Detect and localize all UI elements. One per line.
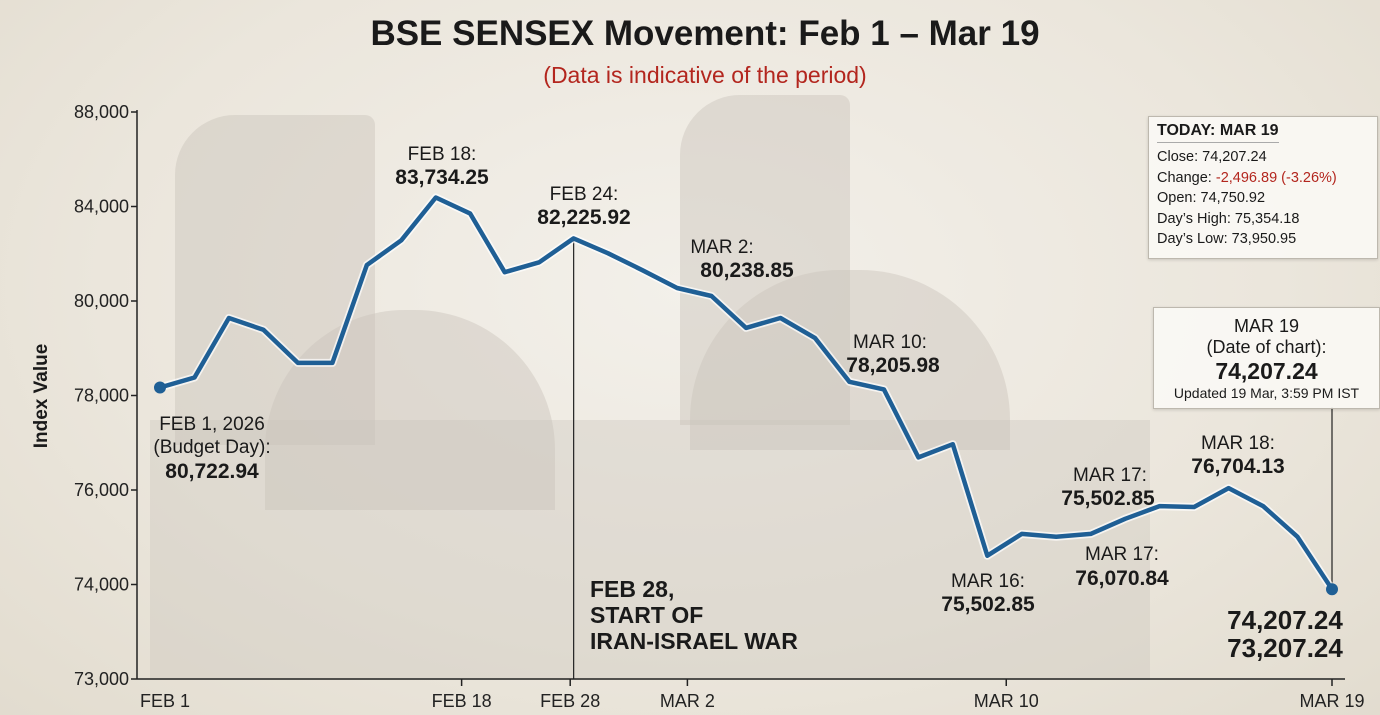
y-tick-label: 76,000 [74, 480, 129, 500]
war-annotation: FEB 28, START OF IRAN-ISRAEL WAR [590, 576, 798, 654]
today-heading: TODAY: MAR 19 [1157, 122, 1279, 143]
annotation-feb24-value: 82,225.92 [537, 206, 631, 229]
x-tick-label: FEB 1 [140, 691, 190, 711]
y-tick-label: 84,000 [74, 197, 129, 217]
chart-subtitle: (Data is indicative of the period) [543, 62, 867, 88]
annotation-mar18-date: MAR 18: [1201, 433, 1275, 454]
x-tick-label: FEB 18 [432, 691, 492, 711]
background-dome-left [265, 310, 555, 510]
annotation-mar17b-value: 76,070.84 [1075, 567, 1169, 590]
today-high: Day’s High: 75,354.18 [1157, 210, 1300, 227]
background-tower-left [175, 115, 375, 445]
x-tick-label: MAR 2 [660, 691, 715, 711]
date-box-line1: MAR 19 [1233, 316, 1300, 336]
annotation-mar16-value: 75,502.85 [941, 593, 1035, 616]
x-tick-label: FEB 28 [540, 691, 600, 711]
war-annotation-line: IRAN-ISRAEL WAR [590, 628, 798, 654]
annotation-feb1-date: FEB 1, 2026 [159, 414, 265, 435]
annotation-feb18-date: FEB 18: [407, 144, 477, 165]
annotation-mar17b-date: MAR 17: [1085, 544, 1159, 565]
date-box-line2: (Date of chart): [1206, 337, 1327, 357]
today-summary-box: TODAY: MAR 19 Close: 74,207.24 Change: -… [1148, 116, 1378, 259]
war-annotation-line: FEB 28, [590, 576, 675, 602]
today-change-value: -2,496.89 (-3.26%) [1215, 169, 1337, 186]
date-box-value: 74,207.24 [1215, 358, 1318, 384]
x-tick-label: MAR 10 [974, 691, 1039, 711]
background-tower-right [680, 95, 850, 425]
annotation-mar2-date: MAR 2: [690, 237, 754, 258]
war-annotation-line: START OF [590, 602, 704, 628]
today-close: Close: 74,207.24 [1157, 149, 1267, 165]
y-tick-label: 74,000 [74, 575, 129, 595]
data-point [1326, 583, 1338, 596]
annotation-mar10-value: 78,205.98 [846, 354, 940, 377]
annotation-feb24-date: FEB 24: [549, 184, 619, 205]
x-tick-label: MAR 19 [1299, 691, 1364, 711]
today-open: Open: 74,750.92 [1157, 190, 1266, 206]
annotation-mar10-date: MAR 10: [853, 332, 927, 353]
annotation-mar18-value: 76,704.13 [1191, 455, 1285, 478]
annotation-mar17a-date: MAR 17: [1073, 465, 1147, 486]
today-change: Change: -2,496.89 (-3.26%) [1157, 168, 1337, 189]
y-tick-label: 80,000 [74, 291, 129, 311]
annotation-feb18-value: 83,734.25 [395, 166, 489, 189]
data-point [154, 381, 166, 394]
date-box-updated: Updated 19 Mar, 3:59 PM IST [1173, 385, 1360, 401]
series-line [157, 195, 1335, 592]
annotation-end-value-1: 74,207.24 [1227, 605, 1343, 635]
date-of-chart-box: MAR 19 (Date of chart): 74,207.24 Update… [1153, 307, 1380, 409]
y-tick-label: 88,000 [74, 102, 129, 122]
today-change-label: Change: [1157, 169, 1216, 186]
annotation-feb1-value: 80,722.94 [165, 460, 259, 483]
annotation-end-value-2: 73,207.24 [1227, 633, 1343, 663]
y-tick-label: 73,000 [74, 669, 129, 689]
today-low: Day’s Low: 73,950.95 [1157, 231, 1297, 247]
annotation-mar17a-value: 75,502.85 [1061, 487, 1155, 510]
annotation-mar16-date: MAR 16: [951, 571, 1025, 592]
annotation-feb1-note: (Budget Day): [153, 437, 271, 458]
y-tick-label: 78,000 [74, 386, 129, 406]
annotation-mar2-value: 80,238.85 [700, 259, 794, 282]
chart-title: BSE SENSEX Movement: Feb 1 – Mar 19 [370, 14, 1040, 53]
